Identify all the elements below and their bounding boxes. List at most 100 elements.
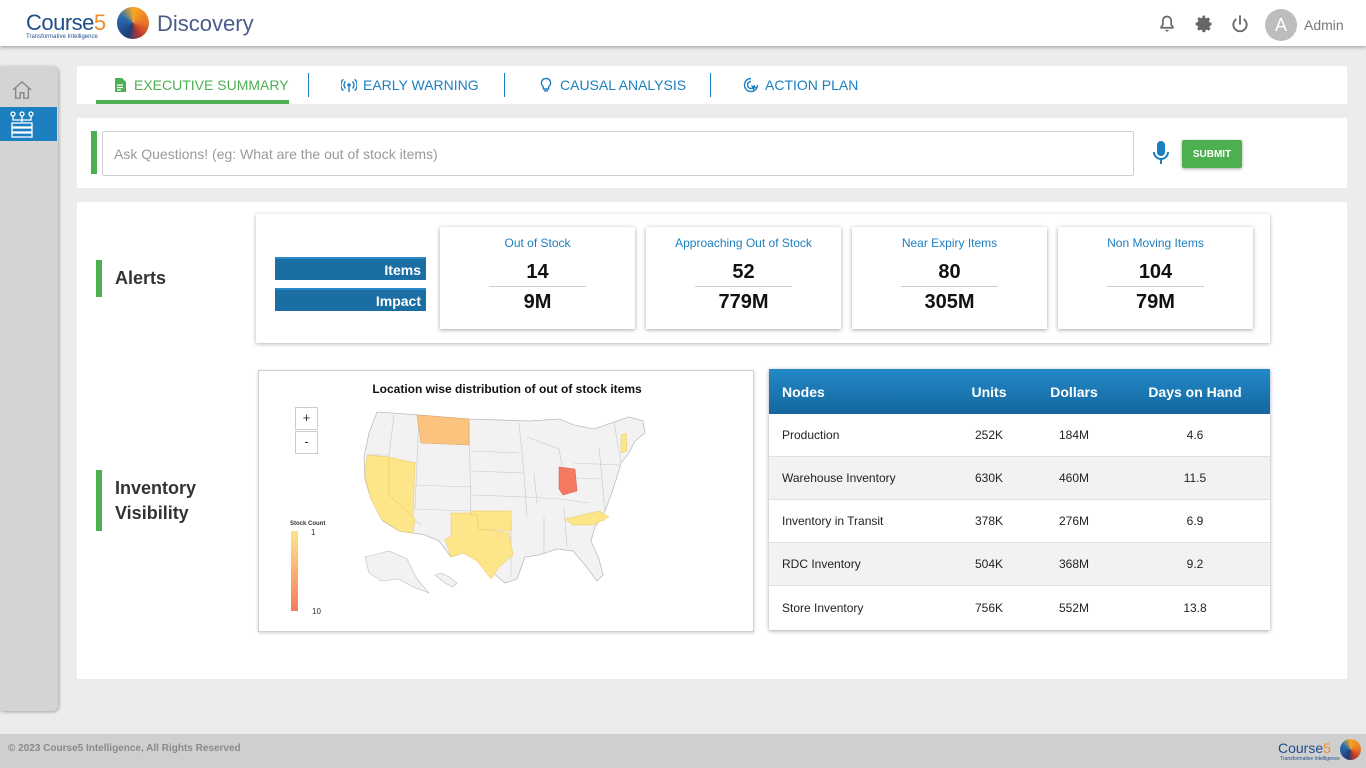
submit-button[interactable]: SUBMIT	[1182, 140, 1242, 168]
user-name[interactable]: Admin	[1304, 17, 1344, 33]
tab-divider	[308, 73, 309, 97]
metric-impact: 779M	[718, 291, 769, 313]
state-oklahoma	[470, 510, 512, 532]
metric-divider	[695, 286, 792, 287]
items-row-label: Items	[275, 257, 426, 280]
zoom-in-button[interactable]: +	[295, 407, 318, 430]
state-nevada	[388, 456, 416, 518]
metric-title: Approaching Out of Stock	[675, 236, 812, 250]
logo-tagline: Transformative Intelligence	[26, 34, 98, 40]
zoom-out-button[interactable]: -	[295, 431, 318, 454]
table-cell: 552M	[1058, 600, 1090, 615]
tab-label: CAUSAL ANALYSIS	[560, 77, 687, 93]
active-tab-indicator	[96, 100, 289, 104]
table-header: Nodes Units Dollars Days on Hand	[769, 369, 1270, 414]
metric-near-expiry-items[interactable]: Near Expiry Items 80 305M	[852, 227, 1047, 329]
metric-non-moving-items[interactable]: Non Moving Items 104 79M	[1058, 227, 1253, 329]
table-cell: 460M	[1058, 471, 1090, 485]
metric-title: Non Moving Items	[1107, 236, 1204, 250]
bell-icon[interactable]	[1157, 14, 1177, 34]
metric-approaching-out-of-stock[interactable]: Approaching Out of Stock 52 779M	[646, 227, 841, 329]
tab-divider	[710, 73, 711, 97]
table-cell: 630K	[974, 471, 1004, 485]
metric-divider	[1107, 286, 1204, 287]
table-cell: 252K	[974, 428, 1004, 442]
tab-label: EXECUTIVE SUMMARY	[134, 77, 289, 93]
state-alaska	[364, 550, 430, 594]
metric-title: Out of Stock	[504, 236, 571, 250]
course5-logo[interactable]: Course5 Transformative Intelligence	[26, 10, 106, 41]
tab-causal-analysis[interactable]: CAUSAL ANALYSIS	[538, 66, 686, 104]
table-cell: 276M	[1058, 514, 1090, 528]
microphone-icon[interactable]	[1151, 140, 1171, 166]
target-cursor-icon	[743, 77, 759, 93]
column-header: Days on Hand	[1148, 383, 1242, 400]
metric-impact: 305M	[924, 291, 975, 313]
state-ohio	[558, 466, 578, 496]
table-cell: 4.6	[1186, 428, 1204, 442]
document-icon	[115, 78, 126, 92]
table-row[interactable]: Inventory in Transit 378K 276M 6.9	[769, 500, 1270, 543]
state-new-hampshire	[620, 432, 628, 454]
home-icon[interactable]	[11, 80, 33, 100]
table-row[interactable]: Store Inventory 756K 552M 13.8	[769, 586, 1270, 629]
metric-title: Near Expiry Items	[901, 236, 998, 250]
metric-items: 80	[938, 261, 961, 283]
logo-wordmark: Course5	[26, 10, 106, 35]
state-north-carolina	[564, 510, 610, 526]
copyright-text: © 2023 Course5 Intelligence, All Rights …	[8, 743, 241, 754]
avatar[interactable]: A	[1265, 9, 1297, 41]
map-landmass	[363, 411, 646, 584]
footer-logo-wordmark: Course5	[1278, 740, 1331, 756]
table-cell: 368M	[1058, 557, 1090, 571]
column-header: Dollars	[1050, 383, 1098, 400]
tab-label: ACTION PLAN	[765, 77, 859, 93]
impact-row-label: Impact	[275, 288, 426, 311]
map-title: Location wise distribution of out of sto…	[372, 382, 642, 396]
footer-logo-tagline: Transformative Intelligence	[1280, 756, 1340, 762]
tab-divider	[504, 73, 505, 97]
table-cell: 504K	[974, 557, 1004, 571]
legend-max: 10	[312, 607, 321, 616]
footer: © 2023 Course5 Intelligence, All Rights …	[0, 734, 1366, 768]
state-hawaii	[434, 572, 458, 588]
table-cell: 11.5	[1183, 471, 1207, 485]
summary-panel: Alerts Items Impact Out of Stock 14 9M A…	[77, 202, 1347, 679]
metric-items: 14	[526, 261, 549, 283]
question-panel: SUBMIT	[77, 118, 1347, 188]
tab-early-warning[interactable]: EARLY WARNING	[341, 66, 479, 104]
table-row[interactable]: RDC Inventory 504K 368M 9.2	[769, 543, 1270, 586]
hierarchy-icon	[10, 111, 34, 138]
table-row[interactable]: Production 252K 184M 4.6	[769, 414, 1270, 457]
metric-out-of-stock[interactable]: Out of Stock 14 9M	[440, 227, 635, 329]
table-cell: 184M	[1058, 428, 1090, 442]
legend-title: Stock Count	[290, 521, 326, 527]
inventory-title-line2: Visibility	[115, 503, 189, 523]
alerts-accent-bar	[96, 260, 102, 297]
tab-action-plan[interactable]: ACTION PLAN	[743, 66, 858, 104]
metric-items: 104	[1138, 261, 1173, 283]
metric-impact: 9M	[523, 291, 552, 313]
legend-gradient-bar	[291, 531, 298, 611]
question-input[interactable]	[102, 131, 1134, 176]
power-icon[interactable]	[1230, 14, 1250, 34]
table-cell: Warehouse Inventory	[782, 471, 896, 485]
location-map-card: Location wise distribution of out of sto…	[258, 370, 754, 632]
gear-icon[interactable]	[1194, 14, 1214, 34]
table-cell: 6.9	[1186, 514, 1204, 528]
legend-min: 1	[311, 528, 316, 537]
sidebar-item-hierarchy[interactable]	[0, 107, 57, 141]
footer-globe-icon	[1340, 739, 1361, 760]
tab-label: EARLY WARNING	[363, 77, 479, 93]
table-row[interactable]: Warehouse Inventory 630K 460M 11.5	[769, 457, 1270, 500]
table-cell: RDC Inventory	[782, 557, 861, 571]
table-cell: 756K	[974, 600, 1004, 615]
table-cell: 9.2	[1186, 557, 1204, 571]
lightbulb-icon	[540, 77, 552, 92]
table-cell: Store Inventory	[782, 600, 864, 615]
tab-executive-summary[interactable]: EXECUTIVE SUMMARY	[112, 66, 289, 104]
us-states-map[interactable]	[359, 407, 659, 607]
tabs-bar: EXECUTIVE SUMMARY EARLY WARNING CAUSAL A…	[77, 66, 1347, 104]
logo-globe-icon	[117, 7, 149, 39]
top-header: Course5 Transformative Intelligence Disc…	[0, 0, 1366, 46]
